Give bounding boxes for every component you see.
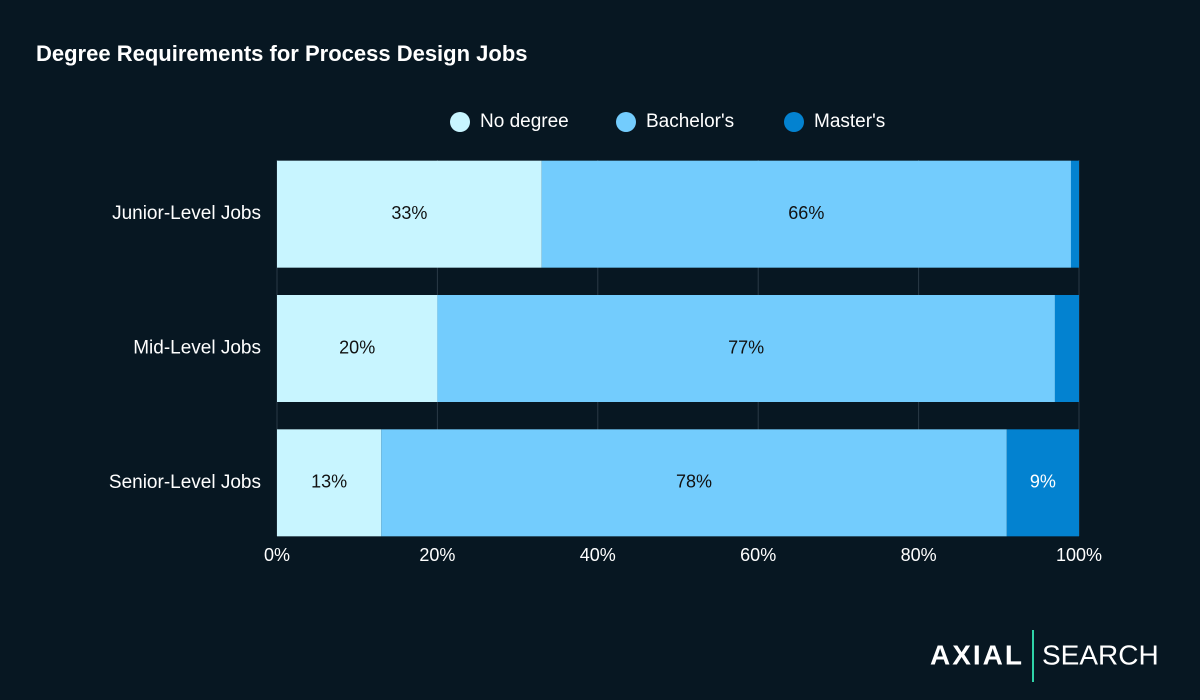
bar-segment	[541, 160, 1071, 268]
chart-title: Degree Requirements for Process Design J…	[36, 41, 528, 66]
bar-segment	[381, 429, 1007, 537]
legend-swatch	[450, 112, 470, 132]
y-tick-label: Junior-Level Jobs	[112, 203, 261, 224]
bar-segment	[277, 295, 438, 402]
legend-label: Master's	[814, 111, 885, 132]
value-label: 20%	[339, 337, 375, 357]
x-tick-label: 20%	[419, 545, 455, 565]
brand-logo: AXIAL SEARCH	[930, 630, 1159, 682]
y-tick-label: Senior-Level Jobs	[109, 472, 261, 493]
bar-segment	[277, 160, 542, 268]
bar-segment	[437, 295, 1055, 402]
bar-segment	[277, 429, 382, 537]
bar-segment	[1006, 429, 1079, 537]
y-tick-label: Mid-Level Jobs	[133, 338, 261, 359]
value-label: 33%	[391, 203, 427, 223]
value-label: 78%	[676, 472, 712, 492]
legend-swatch	[784, 112, 804, 132]
x-tick-label: 60%	[740, 545, 776, 565]
brand-right: SEARCH	[1042, 639, 1159, 670]
legend-label: No degree	[480, 111, 569, 132]
bar-segment	[1070, 160, 1079, 268]
legend-label: Bachelor's	[646, 111, 734, 132]
brand-left: AXIAL	[930, 639, 1024, 670]
value-label: 77%	[728, 337, 764, 357]
value-label: 13%	[311, 472, 347, 492]
x-tick-label: 100%	[1056, 545, 1102, 565]
value-label: 66%	[788, 203, 824, 223]
x-tick-label: 0%	[264, 545, 290, 565]
bar-segment	[1054, 295, 1079, 402]
value-label: 9%	[1030, 472, 1056, 492]
x-tick-label: 40%	[580, 545, 616, 565]
legend-swatch	[616, 112, 636, 132]
x-tick-label: 80%	[901, 545, 937, 565]
